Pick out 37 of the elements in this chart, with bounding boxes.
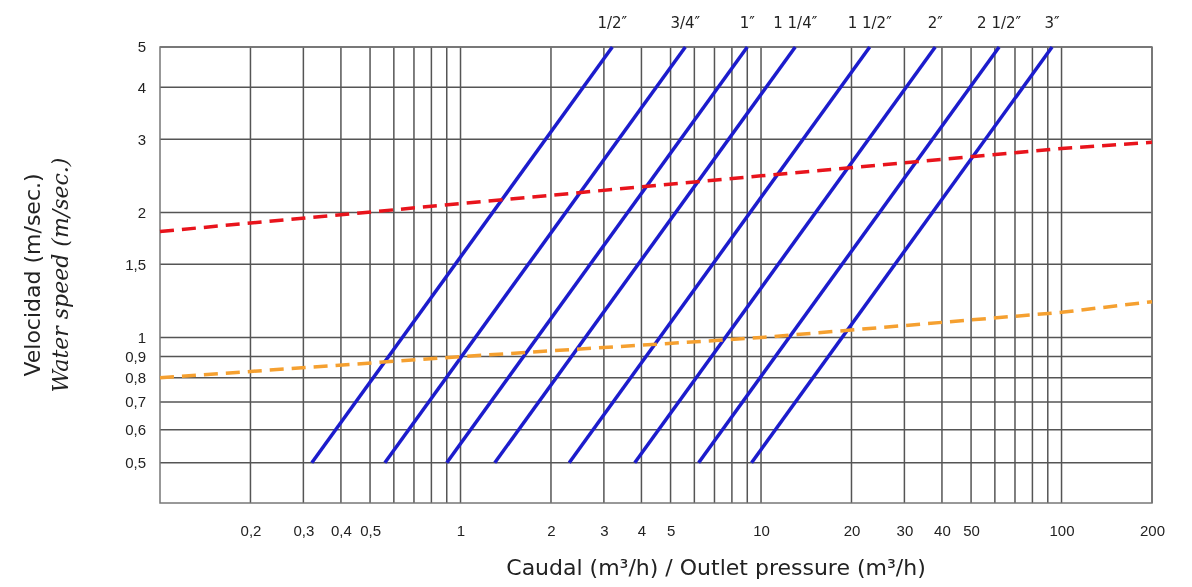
x-tick-label: 2: [547, 521, 556, 539]
x-tick-label: 4: [637, 521, 647, 539]
x-tick-label: 200: [1139, 521, 1166, 539]
x-tick-label: 100: [1049, 521, 1075, 539]
x-tick-label: 10: [753, 521, 770, 539]
x-axis-title: Caudal (m³/h) / Outlet pressure (m³/h): [506, 555, 926, 580]
x-tick-label: 0,3: [293, 521, 315, 539]
y-tick-label: 0,6: [125, 421, 146, 439]
y-tick-label: 0,9: [125, 347, 146, 365]
x-tick-label: 3: [600, 521, 609, 539]
x-tick-label: 40: [934, 521, 951, 539]
y-tick-label: 0,7: [125, 393, 146, 411]
series-label: 3/4″: [670, 14, 701, 32]
series-label: 1 1/4″: [773, 14, 818, 32]
y-tick-label: 3: [137, 130, 146, 148]
series-label: 1″: [739, 14, 756, 32]
y-tick-label: 4: [137, 78, 146, 96]
series-label: 2 1/2″: [977, 14, 1022, 32]
y-tick-label: 0,5: [125, 454, 146, 472]
series-label: 2″: [927, 14, 944, 32]
y-tick-label: 5: [137, 38, 146, 56]
y-axis-title: Velocidad (m/sec.) Water speed (m/sec.): [20, 157, 73, 393]
x-tick-label: 1: [456, 521, 466, 539]
x-tick-label: 30: [896, 521, 914, 539]
x-tick-label: 0,2: [240, 521, 262, 539]
y-tick-label: 2: [137, 203, 146, 221]
x-tick-label: 0,5: [360, 521, 381, 539]
x-tick-label: 20: [843, 521, 861, 539]
series-label: 1/2″: [597, 14, 628, 32]
x-tick-label: 50: [963, 521, 980, 539]
x-tick-label: 5: [666, 521, 676, 539]
y-tick-label: 0,8: [125, 369, 146, 387]
series-label: 1 1/2″: [847, 14, 893, 32]
y-tick-label: 1: [137, 328, 146, 346]
y-tick-label: 1,5: [125, 255, 146, 273]
x-tick-label: 0,4: [331, 521, 352, 539]
series-label: 3″: [1044, 14, 1061, 32]
